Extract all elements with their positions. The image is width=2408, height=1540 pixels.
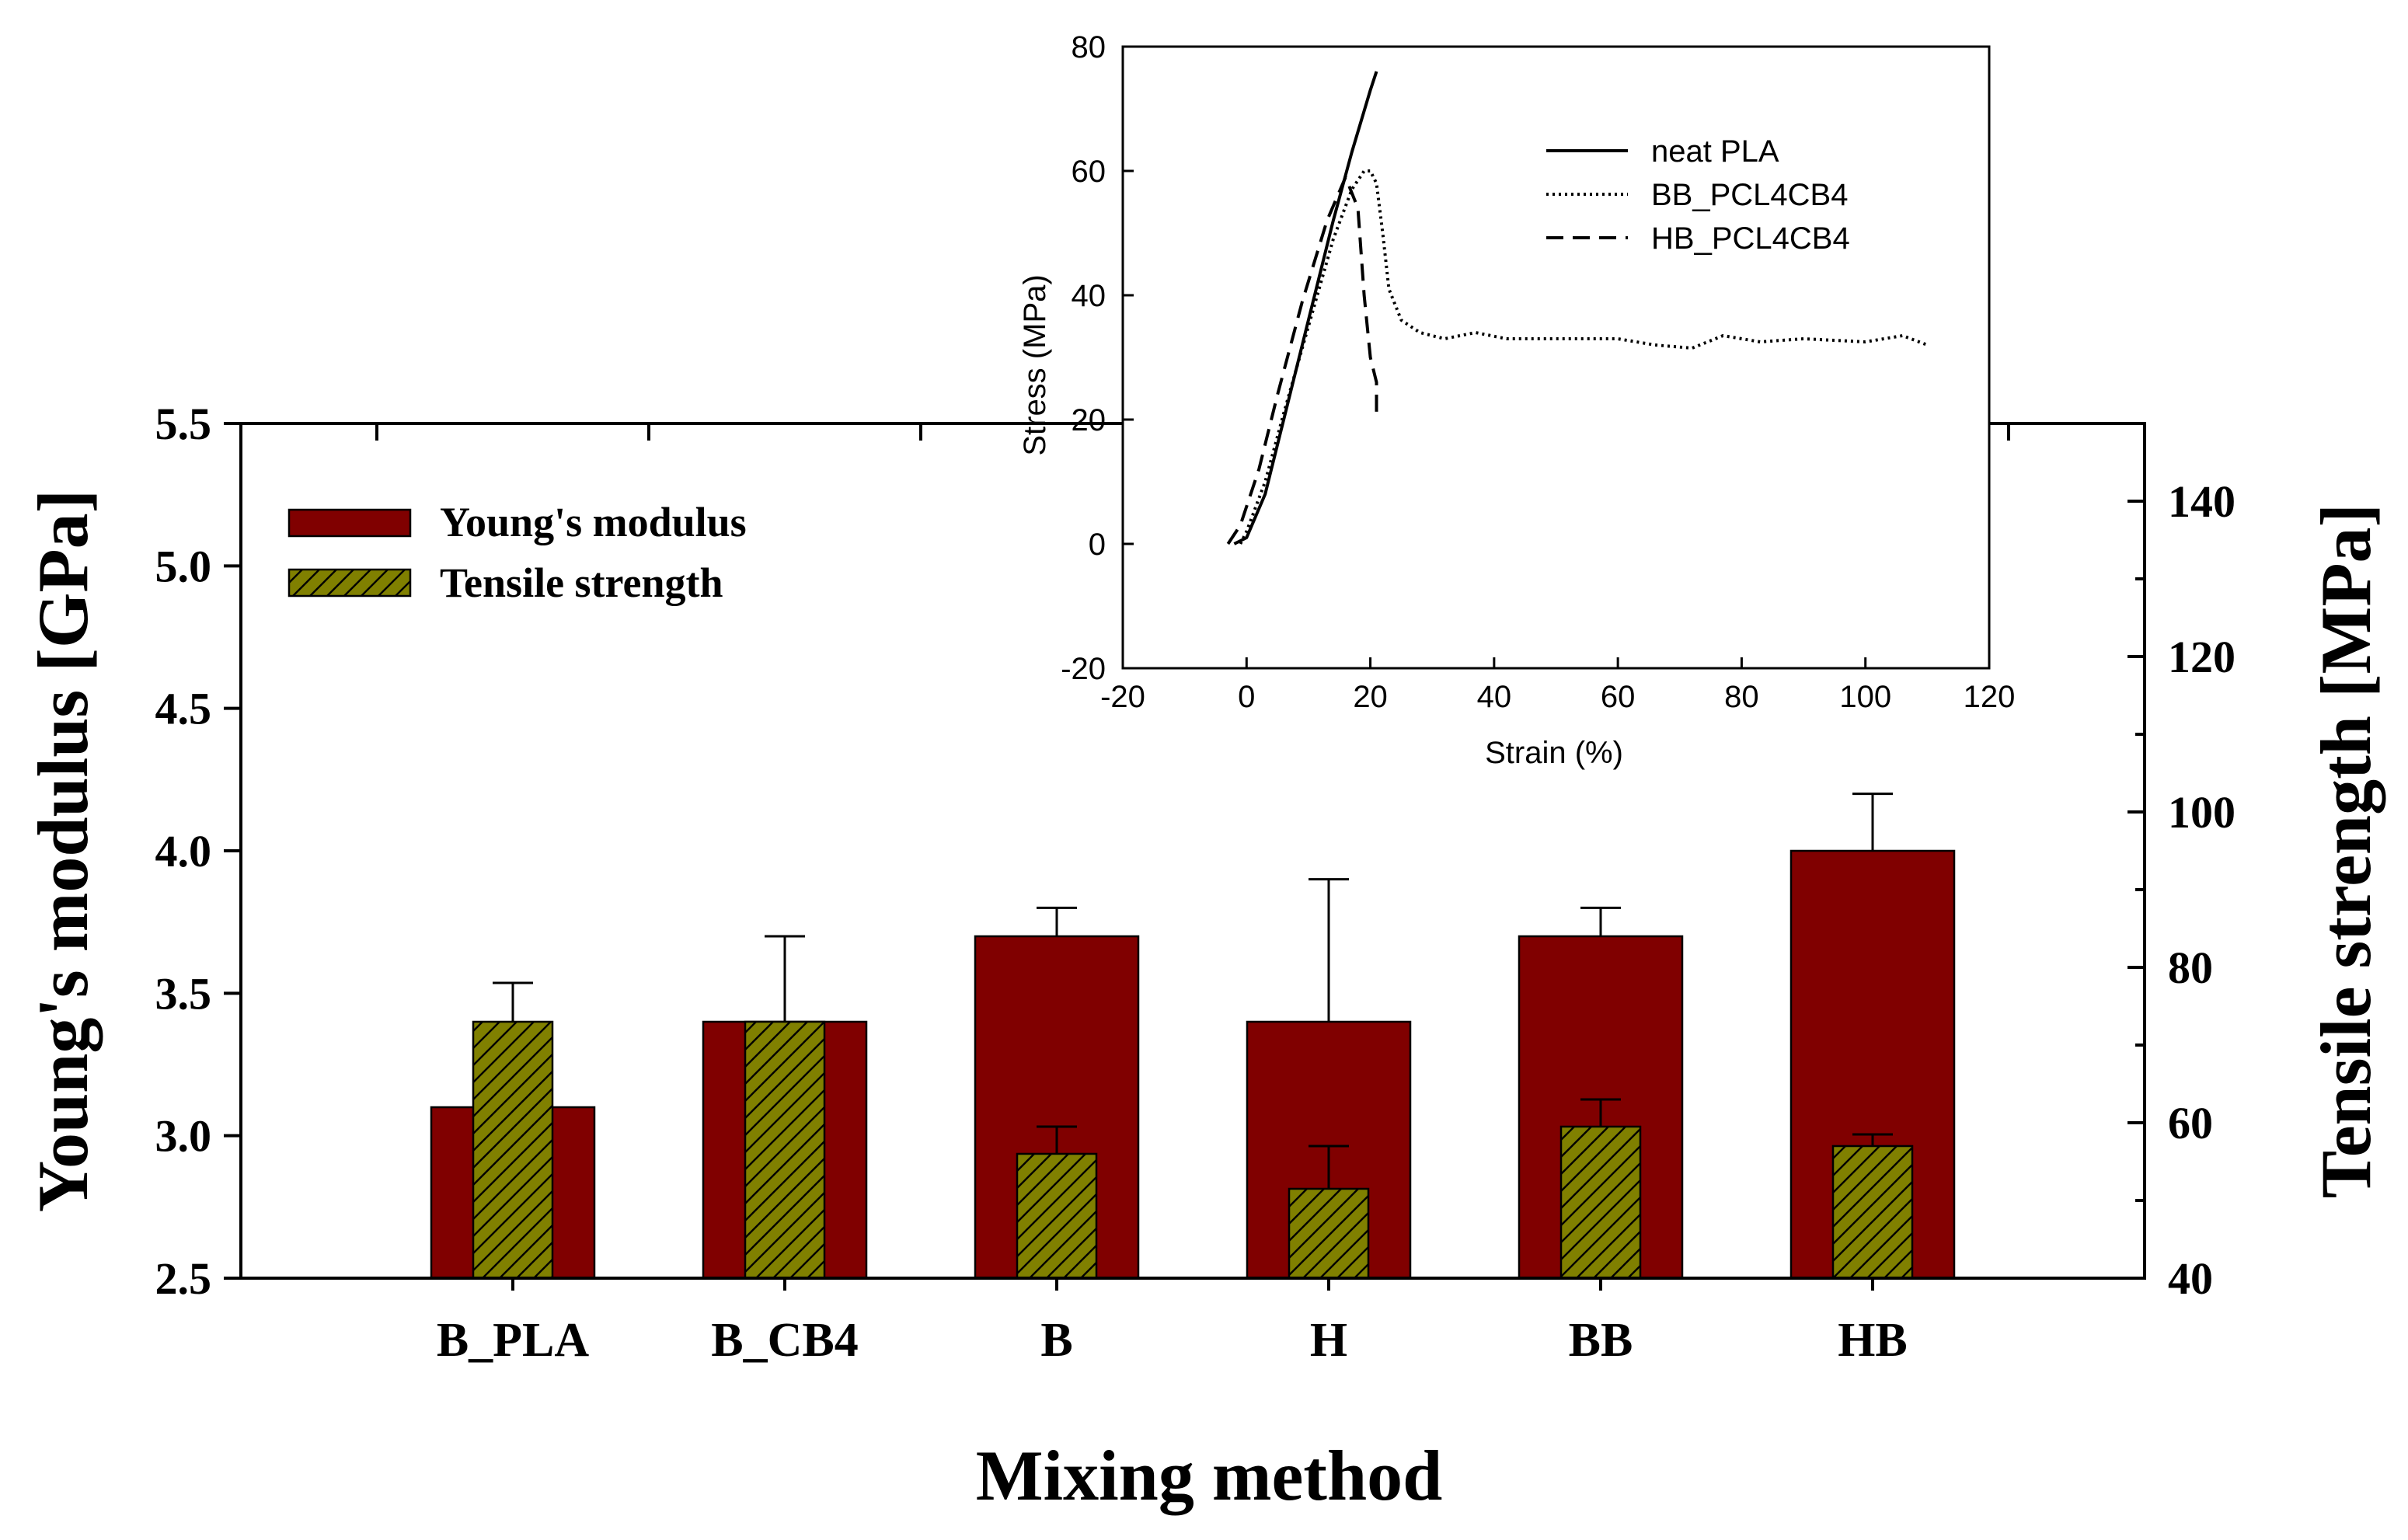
main-right-tick-label-0: 40 — [2168, 1253, 2213, 1304]
main-x-tick-label-b-pla: B_PLA — [437, 1314, 590, 1367]
inset-plot-frame — [1121, 45, 1991, 670]
main-x-tick-label-h: H — [1310, 1314, 1347, 1367]
main-left-tick-label-6: 5.5 — [155, 399, 212, 449]
inset-y-axis-ticks: -20 0 20 40 60 80 — [1061, 30, 1134, 686]
inset-line-chart: -20 0 20 40 60 80 -20 0 20 40 60 80 100 120 Strain (… — [1018, 30, 2015, 770]
main-left-tick-label-2: 3.5 — [155, 968, 212, 1019]
inset-x-tick-label-1: 0 — [1238, 680, 1255, 714]
inset-x-tick-label-3: 40 — [1477, 680, 1512, 714]
legend-swatch-youngs-modulus — [287, 508, 412, 538]
inset-x-tick-label-5: 80 — [1724, 680, 1759, 714]
inset-x-axis-title: Strain (%) — [1485, 736, 1623, 770]
main-x-tick-label-b-cb4: B_CB4 — [711, 1314, 858, 1367]
inset-y-tick-label-4: 60 — [1072, 155, 1106, 189]
legend-label-hb-pcl4cb4: HB_PCL4CB4 — [1651, 221, 1850, 256]
inset-y-tick-label-0: -20 — [1061, 652, 1106, 686]
inset-x-tick-label-2: 20 — [1353, 680, 1388, 714]
main-right-tick-label-3: 100 — [2168, 787, 2236, 838]
main-right-tick-label-4: 120 — [2168, 632, 2236, 682]
main-x-tick-label-hb: HB — [1838, 1314, 1908, 1367]
inset-x-tick-label-7: 120 — [1964, 680, 2016, 714]
main-left-tick-label-4: 4.5 — [155, 684, 212, 734]
inset-y-tick-label-1: 0 — [1089, 528, 1106, 562]
legend-label-neat-pla: neat PLA — [1651, 134, 1779, 169]
main-left-tick-label-3: 4.0 — [155, 826, 212, 876]
inset-x-axis-ticks: -20 0 20 40 60 80 100 120 — [1100, 657, 2015, 714]
inset-y-tick-label-2: 20 — [1072, 403, 1106, 437]
inset-series-line-bb-pcl4cb4 — [1239, 169, 1929, 545]
main-x-tick-label-bb: BB — [1569, 1314, 1633, 1367]
main-bar-chart: 2.5 3.0 3.5 4.0 4.5 5.0 5.5 40 60 80 100 120 140 B_… — [23, 399, 2385, 1515]
inset-y-tick-label-5: 80 — [1072, 30, 1106, 64]
main-error-bars-group — [493, 793, 1893, 1189]
tensile-strength-bar-h — [1288, 1187, 1370, 1280]
inset-y-tick-label-3: 40 — [1072, 279, 1106, 313]
main-right-tick-label-1: 60 — [2168, 1098, 2213, 1148]
main-right-axis-title: Tensile strength [MPa] — [2306, 503, 2385, 1198]
inset-y-axis-title: Stress (MPa) — [1018, 274, 1052, 455]
tensile-strength-bar-b-pla — [472, 1020, 554, 1280]
main-left-axis-title: Young's modulus [GPa] — [23, 490, 103, 1212]
inset-x-tick-label-0: -20 — [1100, 680, 1145, 714]
legend-swatch-tensile-strength — [287, 568, 412, 598]
tensile-strength-bar-bb — [1559, 1125, 1642, 1280]
inset-x-tick-label-6: 100 — [1839, 680, 1891, 714]
main-left-axis-ticks: 2.5 3.0 3.5 4.0 4.5 5.0 5.5 — [155, 399, 241, 1304]
inset-series-line-neat-pla — [1233, 71, 1378, 545]
main-right-tick-label-2: 80 — [2168, 942, 2213, 993]
tensile-strength-bar-hb — [1831, 1145, 1914, 1280]
main-x-axis-ticks: B_PLA B_CB4 B H BB HB — [375, 423, 2010, 1367]
inset-legend: neat PLA BB_PCL4CB4 HB_PCL4CB4 — [1546, 134, 1850, 256]
main-left-tick-label-1: 3.0 — [155, 1111, 212, 1162]
tensile-strength-bar-b — [1016, 1152, 1098, 1280]
main-right-axis-ticks: 40 60 80 100 120 140 — [2127, 476, 2236, 1304]
main-left-tick-label-5: 5.0 — [155, 541, 212, 591]
main-right-tick-label-5: 140 — [2168, 476, 2236, 527]
main-bars-group — [430, 849, 1956, 1280]
legend-label-tensile-strength: Tensile strength — [440, 559, 723, 606]
inset-lines-group — [1226, 71, 1929, 545]
inset-x-tick-label-4: 60 — [1601, 680, 1636, 714]
legend-label-bb-pcl4cb4: BB_PCL4CB4 — [1651, 178, 1848, 212]
main-left-tick-label-0: 2.5 — [155, 1253, 212, 1304]
legend-label-youngs-modulus: Young's modulus — [440, 499, 747, 545]
main-legend: Young's modulus Tensile strength — [287, 499, 747, 606]
tensile-strength-bar-b-cb4 — [744, 1020, 826, 1280]
main-x-tick-label-b: B — [1040, 1314, 1072, 1367]
main-x-axis-title: Mixing method — [976, 1436, 1443, 1515]
